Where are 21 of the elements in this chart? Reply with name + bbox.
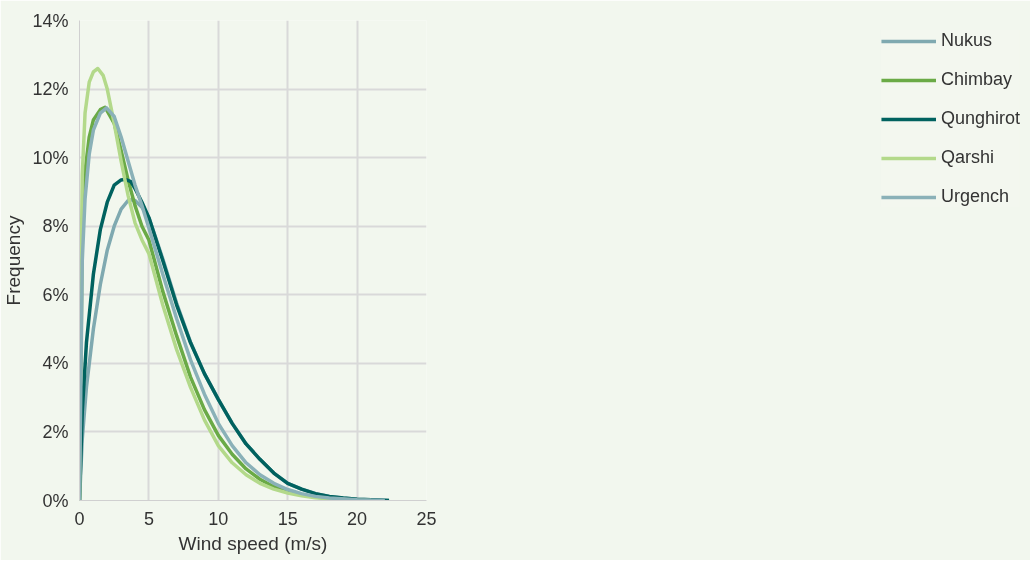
- x-tick-label: 10: [208, 508, 229, 529]
- legend-label: Chimbay: [940, 69, 1012, 90]
- x-tick-label: 20: [347, 508, 368, 529]
- x-tick-label: 15: [277, 508, 298, 529]
- y-tick-label: 10%: [32, 147, 69, 168]
- legend-label: Urgench: [940, 186, 1009, 207]
- y-tick-label: 4%: [42, 353, 69, 374]
- y-tick-label: 8%: [42, 216, 69, 237]
- x-axis-title: Wind speed (m/s): [178, 532, 328, 554]
- legend-label: Nukus: [940, 30, 992, 51]
- y-tick-label: 0%: [42, 490, 69, 511]
- y-axis-title: Frequency: [3, 215, 25, 306]
- y-tick-label: 14%: [32, 10, 69, 31]
- x-tick-label: 5: [143, 508, 154, 529]
- legend-label: Qunghirot: [940, 108, 1020, 129]
- x-tick-label: 0: [74, 508, 85, 529]
- legend-label: Qarshi: [940, 147, 994, 168]
- y-tick-label: 6%: [42, 284, 69, 305]
- y-tick-label: 12%: [32, 79, 69, 100]
- y-tick-label: 2%: [42, 421, 69, 442]
- x-tick-label: 25: [416, 508, 437, 529]
